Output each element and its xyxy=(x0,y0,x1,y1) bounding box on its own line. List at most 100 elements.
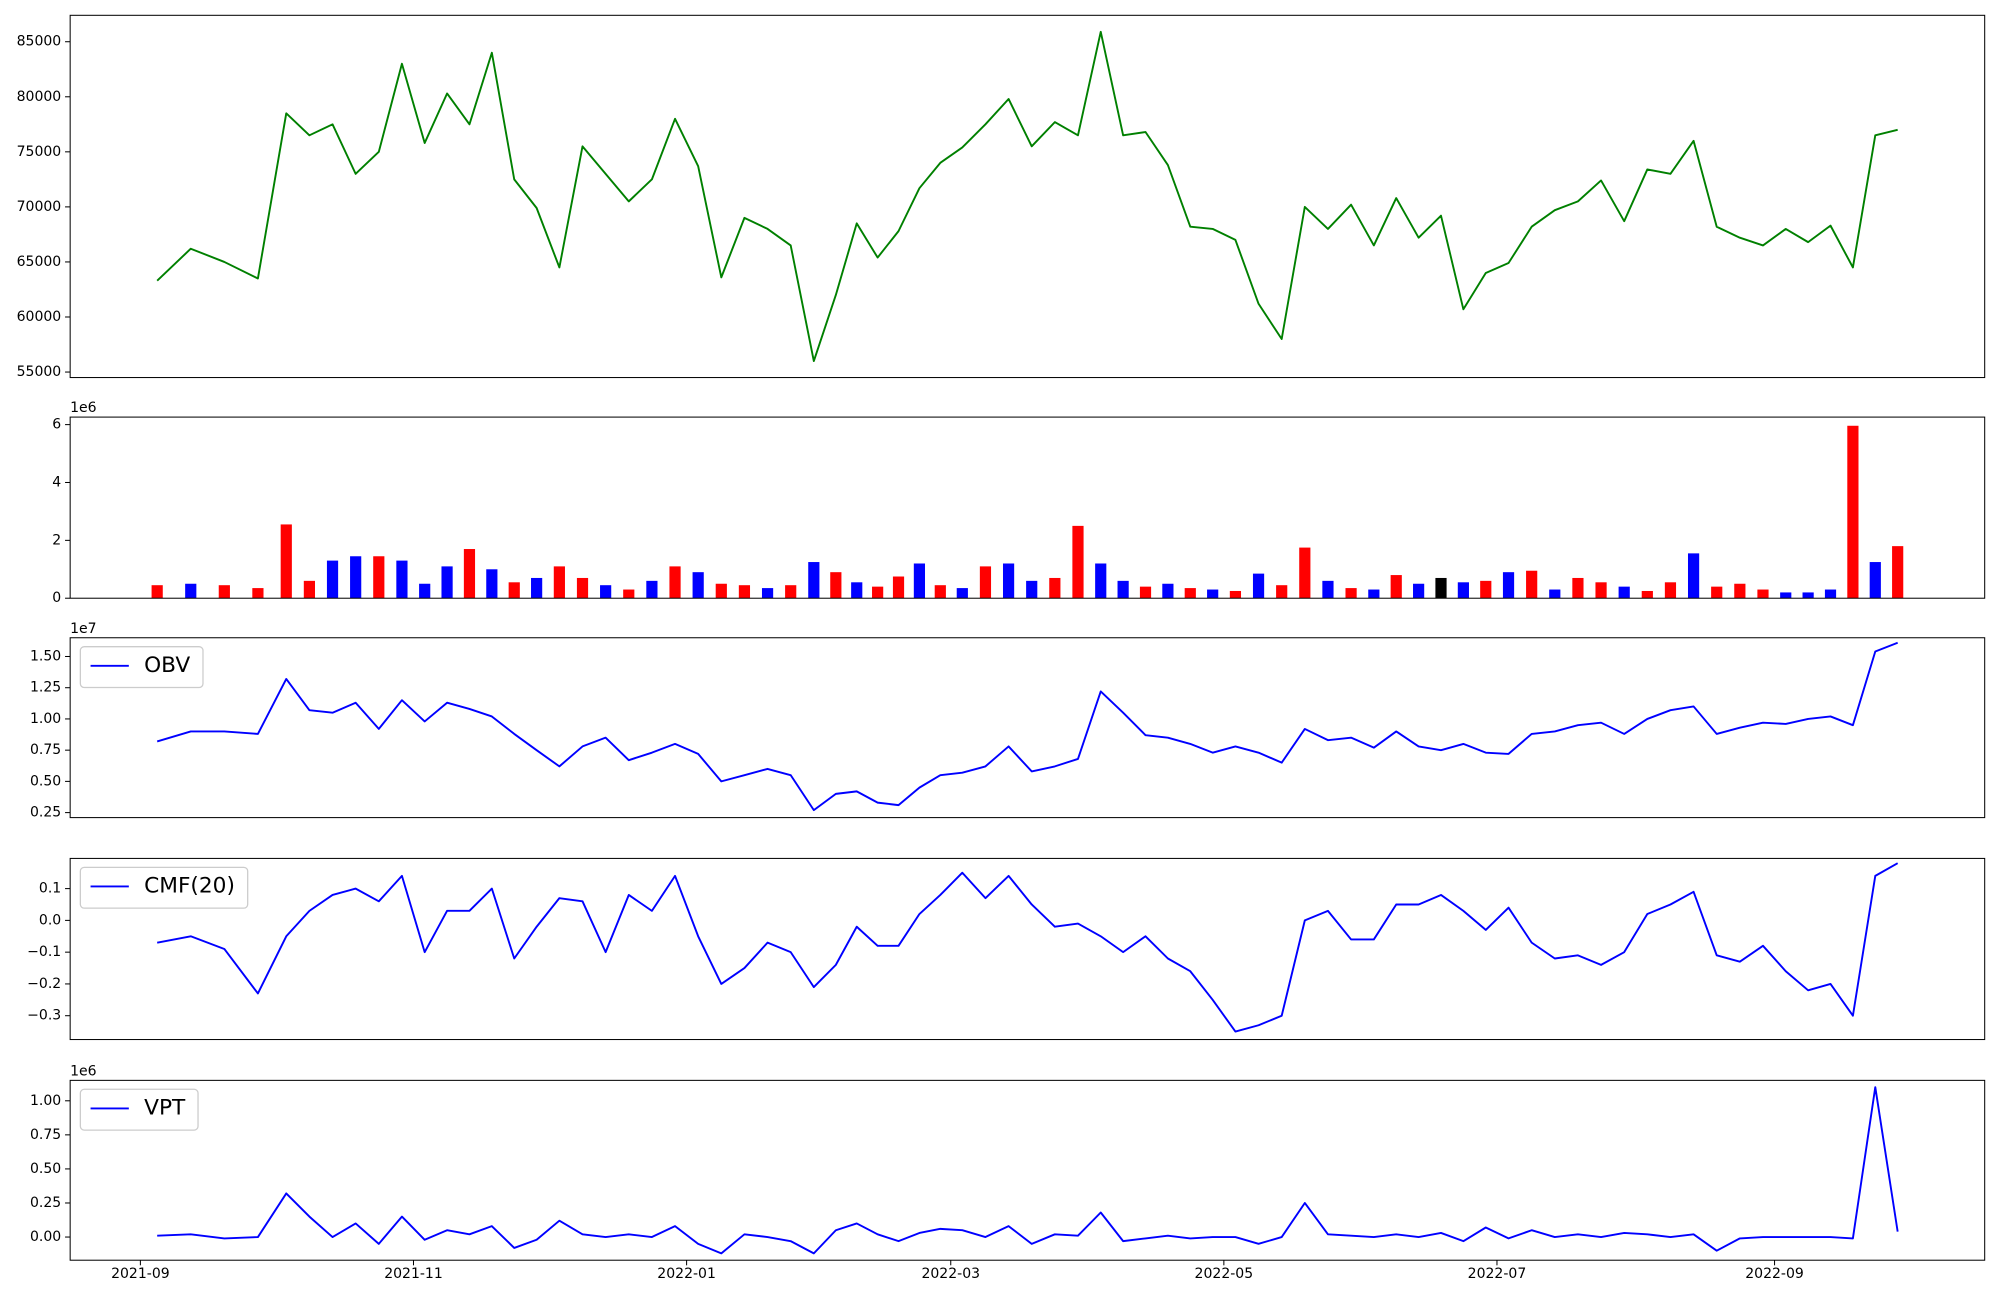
legend-text: VPT xyxy=(144,1095,186,1120)
x-tick-label: 2022-01 xyxy=(657,1266,716,1282)
volume-bar xyxy=(1869,562,1881,599)
y-tick-label: 4 xyxy=(52,474,61,490)
volume-bar xyxy=(1641,590,1653,599)
volume-bar xyxy=(1711,586,1723,599)
y-tick-label: 0.25 xyxy=(30,805,61,821)
volume-bar xyxy=(715,583,727,599)
y-tick-label: 0.0 xyxy=(39,912,61,928)
volume-bar xyxy=(1002,563,1015,599)
volume-bar xyxy=(1184,588,1196,599)
volume-bar xyxy=(151,585,163,599)
volume-bar xyxy=(486,569,498,599)
volume-bar xyxy=(892,576,905,599)
y-tick-label: 0.75 xyxy=(30,742,61,758)
data-line xyxy=(156,30,1898,362)
legend-box xyxy=(79,866,249,909)
volume-bar xyxy=(1072,525,1084,599)
volume-bar xyxy=(1207,589,1219,599)
volume-bar xyxy=(600,585,612,599)
volume-bar xyxy=(1095,563,1107,599)
data-line xyxy=(157,862,1899,1033)
x-tick-label: 2021-11 xyxy=(384,1266,443,1282)
volume-bar xyxy=(1549,589,1561,599)
volume-bar xyxy=(1780,592,1792,599)
volume-bar xyxy=(280,524,292,599)
y-tick-label: 6 xyxy=(52,417,61,433)
volume-bar xyxy=(396,560,408,599)
volume-bar xyxy=(1368,589,1380,599)
y-tick-label: 0.50 xyxy=(30,773,61,789)
volume-bar xyxy=(851,582,863,599)
offset-label: 1e7 xyxy=(70,621,96,637)
volume-bar xyxy=(508,582,520,599)
axes-frame xyxy=(69,637,1986,819)
y-tick-label: 1.25 xyxy=(30,680,61,696)
volume-bar xyxy=(785,585,797,599)
volume-bar xyxy=(1480,580,1492,599)
volume-bar xyxy=(1734,583,1746,599)
volume-bar xyxy=(1026,580,1038,599)
axes-frame xyxy=(69,857,1986,1041)
volume-bar xyxy=(373,556,385,599)
x-tick-label: 2022-03 xyxy=(921,1266,980,1282)
x-tick-label: 2022-07 xyxy=(1468,1266,1527,1282)
y-tick-label: 0.50 xyxy=(30,1161,61,1177)
y-tick-label: 0.1 xyxy=(39,881,61,897)
y-tick-label: 65000 xyxy=(17,254,62,270)
axes-frame xyxy=(69,1079,1986,1261)
volume-bar xyxy=(303,580,315,599)
volume-bar xyxy=(1457,582,1469,599)
volume-bar xyxy=(1117,580,1129,599)
x-tick-label: 2022-05 xyxy=(1195,1266,1254,1282)
y-tick-label: 1.00 xyxy=(30,1093,61,1109)
y-tick-label: 60000 xyxy=(17,309,62,325)
y-tick-label: −0.2 xyxy=(27,976,61,992)
volume-bar xyxy=(218,585,230,599)
y-tick-label: 1.00 xyxy=(30,711,61,727)
y-tick-label: 85000 xyxy=(17,34,62,50)
volume-bar xyxy=(761,588,774,599)
volume-bar xyxy=(1687,553,1700,599)
volume-bar xyxy=(419,583,431,599)
y-tick-label: 75000 xyxy=(17,144,62,160)
volume-bar xyxy=(692,572,704,599)
volume-bar xyxy=(1526,570,1538,599)
y-tick-label: 70000 xyxy=(17,199,62,215)
volume-bar xyxy=(1276,585,1288,599)
volume-bar xyxy=(1413,583,1425,599)
y-tick-label: 0.75 xyxy=(30,1127,61,1143)
volume-bar xyxy=(934,585,946,599)
y-tick-label: 0 xyxy=(52,590,61,606)
volume-bar xyxy=(1299,547,1311,599)
volume-bar xyxy=(830,572,842,599)
data-line xyxy=(156,641,1899,812)
volume-bar xyxy=(463,549,476,599)
legend-text: OBV xyxy=(144,653,190,678)
volume-bar xyxy=(808,562,820,599)
volume-bar xyxy=(326,560,339,599)
volume-bar xyxy=(1345,588,1357,599)
y-tick-label: −0.3 xyxy=(27,1008,61,1024)
volume-bar xyxy=(1892,546,1904,599)
volume-bar xyxy=(553,566,565,599)
volume-bar xyxy=(1572,577,1584,599)
volume-bar xyxy=(1664,582,1677,599)
volume-bar xyxy=(185,583,197,599)
x-tick-label: 2022-09 xyxy=(1745,1266,1804,1282)
volume-bar xyxy=(738,585,751,599)
legend-text: CMF(20) xyxy=(144,873,235,898)
volume-bar xyxy=(1162,583,1174,599)
volume-bar xyxy=(623,589,635,599)
volume-bar xyxy=(979,566,992,599)
data-line xyxy=(157,1086,1899,1255)
offset-label: 1e6 xyxy=(70,400,97,416)
volume-bar xyxy=(1824,589,1837,599)
volume-bar xyxy=(1229,590,1242,599)
y-tick-label: 55000 xyxy=(17,364,62,380)
volume-bar xyxy=(913,563,926,599)
volume-bar xyxy=(669,566,681,599)
axes-frame xyxy=(69,14,1986,379)
axes-frame xyxy=(69,416,1986,599)
y-tick-label: 0.25 xyxy=(30,1195,61,1211)
volume-bar xyxy=(350,556,362,599)
